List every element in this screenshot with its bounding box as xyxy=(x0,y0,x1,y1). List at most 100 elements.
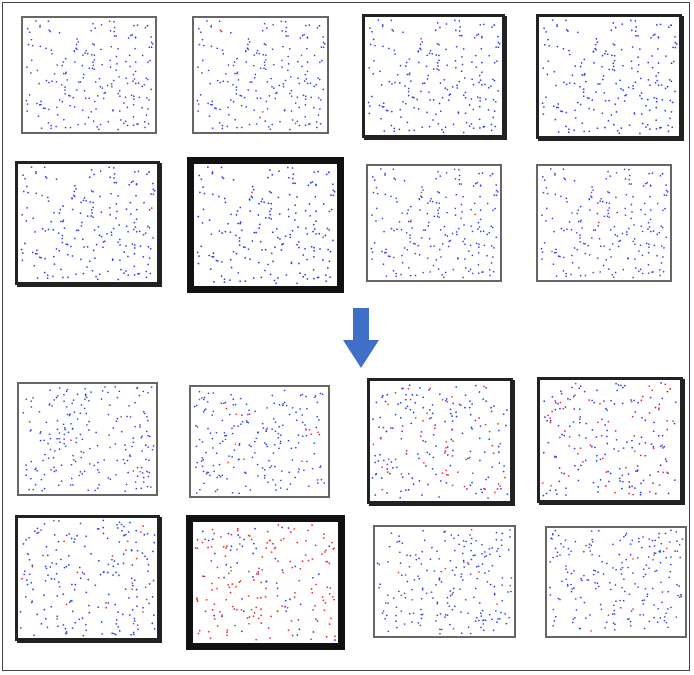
particle-dot xyxy=(401,425,404,427)
particle-dot xyxy=(554,489,557,492)
particle-dot xyxy=(93,59,96,61)
particle-dot xyxy=(199,191,201,194)
particle-dot xyxy=(611,613,614,616)
down-arrow-icon xyxy=(343,308,379,370)
particle-dot xyxy=(579,220,582,223)
particle-dot xyxy=(418,61,420,64)
particle-dot xyxy=(201,221,204,224)
particle-dot xyxy=(557,402,559,405)
particle-dot xyxy=(311,558,314,560)
particle-dot xyxy=(79,212,82,215)
particle-dot xyxy=(437,212,440,215)
particle-dot xyxy=(383,251,386,254)
particle-dot xyxy=(146,558,149,561)
particle-dot xyxy=(201,541,204,544)
particle-dot xyxy=(473,596,475,599)
particle-dot xyxy=(147,122,150,125)
particle-dot xyxy=(439,26,441,29)
particle-dot xyxy=(96,278,99,281)
particle-dot xyxy=(316,401,319,404)
particle-dot xyxy=(66,413,69,416)
particle-dot xyxy=(238,581,241,584)
particle-dot xyxy=(196,99,199,102)
particle-dot xyxy=(505,622,508,625)
particle-dot xyxy=(377,460,380,462)
particle-dot xyxy=(394,178,397,181)
particle-dot xyxy=(252,542,255,545)
particle-dot xyxy=(286,166,289,169)
particle-dot xyxy=(142,256,145,258)
particle-dot xyxy=(25,99,28,102)
particle-dot xyxy=(207,539,210,542)
particle-dot xyxy=(575,609,578,611)
particle-dot xyxy=(371,214,373,216)
particle-dot xyxy=(438,496,440,498)
particle-dot xyxy=(216,566,219,569)
particle-dot xyxy=(400,610,403,612)
particle-dot xyxy=(88,604,90,607)
particle-dot xyxy=(394,458,397,461)
particle-dot xyxy=(66,79,68,81)
particle-dot xyxy=(92,22,94,25)
particle-dot xyxy=(304,554,307,557)
particle-dot xyxy=(426,451,429,454)
particle-dot xyxy=(280,479,282,482)
particle-dot xyxy=(318,78,321,81)
particle-dot xyxy=(421,82,424,85)
particle-dot xyxy=(571,621,574,624)
particle-dot xyxy=(281,66,283,68)
particle-dot xyxy=(258,567,260,570)
particle-dot xyxy=(223,402,225,405)
particle-dot xyxy=(243,96,246,99)
particle-dot xyxy=(646,593,649,596)
particle-dot xyxy=(196,600,199,603)
particle-dot xyxy=(252,188,255,191)
particle-dot xyxy=(618,553,621,556)
particle-dot xyxy=(235,252,238,255)
particle-dot xyxy=(581,227,583,229)
particle-dot xyxy=(307,123,310,126)
particle-dot xyxy=(390,532,393,534)
particle-dot xyxy=(113,30,116,33)
particle-dot xyxy=(612,65,615,68)
particle-dot xyxy=(595,454,598,457)
particle-dot xyxy=(602,264,605,267)
particle-dot xyxy=(211,255,214,258)
particle-dot xyxy=(73,538,76,541)
particle-dot xyxy=(244,280,247,283)
particle-dot xyxy=(451,415,453,417)
particle-dot xyxy=(324,274,327,277)
particle-dot xyxy=(207,427,209,430)
particle-dot xyxy=(451,608,454,611)
particle-dot xyxy=(123,272,125,274)
particle-dot xyxy=(205,598,208,601)
particle-dot xyxy=(503,476,506,479)
particle-dot xyxy=(84,123,86,125)
particle-dot xyxy=(58,448,61,450)
particle-dot xyxy=(332,194,335,197)
particle-dot xyxy=(390,227,393,230)
particle-dot xyxy=(135,218,138,221)
particle-dot xyxy=(212,464,215,467)
particle-dot xyxy=(651,539,654,542)
particle-dot xyxy=(654,570,656,573)
particle-dot xyxy=(437,122,440,125)
particle-dot xyxy=(288,47,291,50)
particle-dot xyxy=(416,453,419,455)
particle-dot xyxy=(406,580,409,583)
particle-dot xyxy=(621,474,624,477)
particle-dot xyxy=(35,170,37,173)
particle-dot xyxy=(294,182,296,185)
scatter-plot xyxy=(371,384,509,499)
particle-dot xyxy=(653,552,656,554)
particle-dot xyxy=(652,445,655,448)
particle-dot xyxy=(132,437,135,439)
particle-dot xyxy=(60,268,62,271)
particle-dot xyxy=(31,565,34,568)
particle-dot xyxy=(253,440,256,443)
particle-dot xyxy=(591,237,593,239)
particle-dot xyxy=(428,237,431,240)
particle-dot xyxy=(552,263,555,266)
particle-dot xyxy=(597,221,600,224)
particle-dot xyxy=(33,634,35,637)
